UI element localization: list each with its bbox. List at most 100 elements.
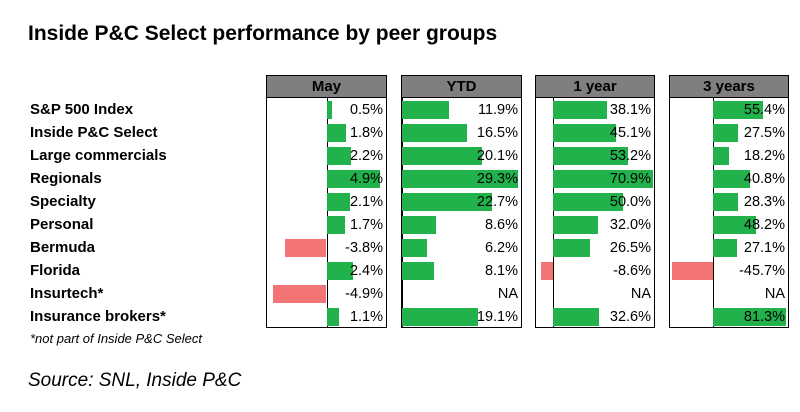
bar — [553, 308, 599, 326]
data-label: 28.3% — [743, 194, 785, 210]
zero-axis — [713, 98, 714, 327]
chart-title: Inside P&C Select performance by peer gr… — [28, 22, 498, 45]
bar — [713, 193, 738, 211]
data-label: 1.7% — [349, 217, 383, 233]
bar — [713, 101, 763, 119]
bar — [553, 101, 607, 119]
bar — [327, 193, 350, 211]
data-label: 16.5% — [476, 125, 518, 141]
data-label: 55.4% — [743, 102, 785, 118]
bar — [327, 101, 332, 119]
bar — [402, 170, 518, 188]
data-label: 26.5% — [609, 240, 651, 256]
bar — [327, 170, 380, 188]
bar — [327, 262, 353, 280]
bar — [553, 170, 653, 188]
panel-header: May — [267, 76, 386, 98]
bar — [402, 262, 434, 280]
data-label: 40.8% — [743, 171, 785, 187]
data-label: 50.0% — [609, 194, 651, 210]
row-label: Specialty — [30, 193, 96, 210]
data-label: 22.7% — [476, 194, 518, 210]
data-label: 32.6% — [609, 309, 651, 325]
row-label: S&P 500 Index — [30, 101, 134, 118]
data-label: 29.3% — [476, 171, 518, 187]
bar — [327, 216, 345, 234]
panel-1-year: 1 year 38.1% 45.1% 53.2% 70.9% 50.0% 32.0% 26.5… — [535, 75, 655, 328]
bar — [402, 216, 436, 234]
zero-axis — [402, 98, 403, 327]
data-label: 45.1% — [609, 125, 651, 141]
bar — [402, 239, 427, 257]
data-label: 53.2% — [609, 148, 651, 164]
data-label: 2.2% — [349, 148, 383, 164]
data-label: 38.1% — [609, 102, 651, 118]
bar — [713, 239, 737, 257]
row-label: Personal — [30, 216, 94, 233]
bar — [713, 124, 738, 142]
bar — [402, 147, 482, 165]
panel-header: YTD — [402, 76, 521, 98]
bar — [553, 193, 623, 211]
bar — [553, 147, 628, 165]
bar — [327, 147, 351, 165]
bar — [541, 262, 553, 280]
row-label: Inside P&C Select — [30, 124, 158, 141]
source-note: Source: SNL, Inside P&C — [28, 370, 242, 391]
bar — [402, 308, 478, 326]
bar — [402, 193, 492, 211]
row-label: Regionals — [30, 170, 102, 187]
panel-header: 1 year — [536, 76, 654, 98]
data-label: 1.8% — [349, 125, 383, 141]
data-label: NA — [497, 286, 518, 302]
panel-may: May 0.5% 1.8% 2.2% 4.9% 2.1% 1.7% -3.8% 2.4% -4.9… — [266, 75, 387, 328]
data-label: 1.1% — [349, 309, 383, 325]
panel-3-years: 3 years 55.4% 27.5% 18.2% 40.8% 28.3% 48.2% 27.… — [669, 75, 789, 328]
data-label: NA — [764, 286, 785, 302]
bar — [273, 285, 326, 303]
data-label: 19.1% — [476, 309, 518, 325]
data-label: 32.0% — [609, 217, 651, 233]
data-label: 27.5% — [743, 125, 785, 141]
bar — [672, 262, 713, 280]
bar — [713, 308, 786, 326]
data-label: 18.2% — [743, 148, 785, 164]
data-label: 2.1% — [349, 194, 383, 210]
data-label: 4.9% — [349, 171, 383, 187]
bar — [713, 147, 729, 165]
data-label: 20.1% — [476, 148, 518, 164]
data-label: -45.7% — [739, 263, 785, 279]
data-label: -8.6% — [613, 263, 651, 279]
data-label: 48.2% — [743, 217, 785, 233]
row-label: Large commercials — [30, 147, 167, 164]
data-label: 81.3% — [743, 309, 785, 325]
data-label: 2.4% — [349, 263, 383, 279]
bar — [553, 124, 616, 142]
data-label: -4.9% — [345, 286, 383, 302]
bar — [327, 124, 346, 142]
data-label: 70.9% — [609, 171, 651, 187]
data-label: 27.1% — [743, 240, 785, 256]
bar — [402, 124, 467, 142]
data-label: 8.6% — [484, 217, 518, 233]
bar — [713, 170, 750, 188]
bar — [402, 101, 449, 119]
panel-ytd: YTD 11.9% 16.5% 20.1% 29.3% 22.7% 8.6% 6.2% 8.1%… — [401, 75, 522, 328]
row-label: Florida — [30, 262, 81, 279]
bar — [285, 239, 326, 257]
zero-axis — [553, 98, 554, 327]
row-label: Insurance brokers* — [30, 308, 166, 325]
row-label: Bermuda — [30, 239, 96, 256]
panel-header: 3 years — [670, 76, 788, 98]
data-label: -3.8% — [345, 240, 383, 256]
footnote: *not part of Inside P&C Select — [30, 331, 202, 346]
data-label: NA — [630, 286, 651, 302]
data-label: 11.9% — [477, 102, 518, 118]
bar — [713, 216, 756, 234]
row-label: Insurtech* — [30, 285, 104, 302]
data-label: 6.2% — [484, 240, 518, 256]
zero-axis — [327, 98, 328, 327]
bar — [327, 308, 339, 326]
data-label: 8.1% — [484, 263, 518, 279]
bar — [553, 239, 590, 257]
